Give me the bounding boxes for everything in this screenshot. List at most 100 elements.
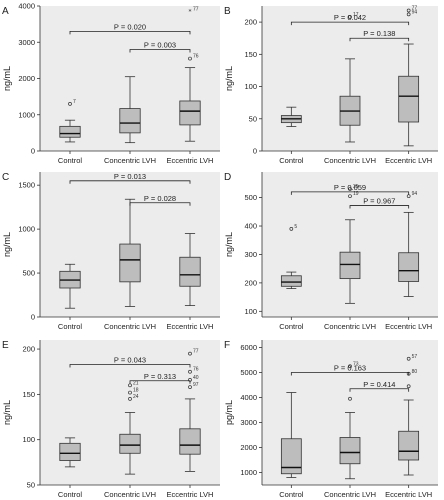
- x-tick-label: Eccentric LVH: [167, 322, 214, 331]
- iqr-box: [179, 100, 201, 126]
- outlier-point: [188, 351, 192, 356]
- panel-c: Cng/mL 0 500 1000 1500 Control Concentric LVH E…: [2, 172, 220, 331]
- p-value-label: P = 0.138: [363, 29, 395, 38]
- x-tick-label: Control: [58, 156, 83, 165]
- y-axis-title: ng/mL: [2, 232, 12, 257]
- outlier-label: 76: [193, 54, 199, 60]
- outlier-label: 57: [412, 354, 418, 360]
- iqr-box: [398, 430, 420, 461]
- outlier-point: [128, 397, 132, 401]
- outlier-label: 97: [193, 382, 199, 388]
- p-value-label: P = 0.013: [114, 172, 146, 181]
- panel-letter: D: [224, 172, 231, 183]
- y-tick-label: 200: [22, 345, 35, 354]
- x-tick-label: Concentric LVH: [324, 156, 376, 165]
- comparison-bracket: [129, 380, 191, 384]
- comparison: P = 0.042: [290, 13, 410, 26]
- y-tick-label: 100: [244, 307, 257, 316]
- outlier-point: [128, 383, 132, 388]
- y-tick-label: 200: [244, 278, 257, 287]
- y-tick-label: 1000: [18, 225, 35, 234]
- iqr-box: [339, 437, 361, 465]
- outlier-label: 18: [133, 388, 139, 394]
- outlier-label: 24: [133, 394, 139, 400]
- comparison-bracket: [290, 191, 410, 195]
- x-tick-label: Concentric LVH: [324, 490, 376, 499]
- comparison-bracket: [69, 30, 191, 35]
- box-2: 73: [339, 361, 361, 480]
- outlier-point: [188, 369, 192, 374]
- comparison: P = 0.020: [69, 22, 191, 35]
- p-value-label: P = 0.003: [144, 41, 176, 50]
- comparison-bracket: [129, 49, 191, 53]
- x-tick-label: Control: [279, 156, 304, 165]
- p-value-label: P = 0.163: [334, 364, 366, 373]
- y-tick-label: 500: [22, 269, 35, 278]
- y-tick-label: 0: [31, 313, 35, 322]
- box-1: [59, 263, 81, 309]
- y-tick-label: 1000: [240, 468, 257, 477]
- y-tick-label: 5000: [240, 368, 257, 377]
- y-tick-label: 0: [253, 147, 257, 156]
- comparison: P = 0.163: [290, 364, 410, 376]
- x-tick-label: Concentric LVH: [324, 322, 376, 331]
- y-tick-label: 4000: [240, 393, 257, 402]
- outlier-label: 5: [294, 224, 297, 230]
- outlier-point: [188, 385, 192, 389]
- panel-e: Eng/mL 50 100 150 200 Control Concentric LVH Ec…: [2, 340, 220, 499]
- outlier-label: 19: [353, 191, 359, 197]
- comparison-bracket: [69, 180, 191, 184]
- panel-d: Dng/mL 100 200 300 400 500 Control Concentric L…: [224, 172, 438, 331]
- y-axis-title: ng/mL: [224, 66, 234, 91]
- comparison: P = 0.013: [69, 172, 191, 184]
- comparison: P = 0.313: [129, 372, 191, 384]
- iqr-box: [398, 252, 420, 282]
- box-3: [179, 233, 201, 306]
- box-3: 76 * 77: [179, 6, 201, 142]
- p-value-label: P = 0.313: [144, 372, 176, 381]
- outlier-point: [406, 384, 411, 389]
- x-tick-label: Concentric LVH: [104, 156, 156, 165]
- iqr-box: [119, 433, 141, 454]
- y-tick-label: 300: [244, 250, 257, 259]
- comparison: P = 0.414: [349, 380, 410, 392]
- outlier-label: 94: [412, 9, 418, 15]
- outlier-point: [406, 12, 411, 17]
- outlier-label: 17: [353, 12, 359, 18]
- x-tick-label: Concentric LVH: [104, 322, 156, 331]
- y-tick-label: 150: [22, 390, 35, 399]
- y-axis-title: ng/mL: [2, 400, 12, 425]
- y-tick-label: 1500: [18, 181, 35, 190]
- comparison: P = 0.138: [349, 29, 410, 42]
- box-1: [280, 392, 302, 478]
- comparison: P = 0.028: [129, 194, 191, 206]
- panel-a: Ang/mL 0 1000 2000 3000 4000 Control Concentric…: [2, 2, 220, 165]
- y-tick-label: 50: [27, 481, 35, 490]
- x-tick-label: Control: [58, 322, 83, 331]
- outlier-label: 77: [412, 6, 418, 12]
- comparison: P = 0.003: [129, 41, 191, 53]
- x-tick-label: Eccentric LVH: [385, 490, 432, 499]
- x-tick-label: Control: [279, 490, 304, 499]
- comparison-bracket: [69, 364, 191, 368]
- comparison-bracket: [349, 205, 410, 209]
- panel-letter: A: [2, 6, 9, 17]
- y-tick-label: 150: [244, 50, 257, 59]
- y-tick-label: 2000: [240, 443, 257, 452]
- outlier-point: [68, 102, 72, 106]
- comparison-bracket: [349, 388, 410, 392]
- y-tick-label: 1000: [18, 110, 35, 119]
- iqr-box: [59, 442, 81, 461]
- panel-letter: C: [2, 172, 9, 183]
- comparison-bracket: [129, 202, 191, 206]
- y-tick-label: 500: [244, 193, 257, 202]
- comparison: P = 0.967: [349, 197, 410, 209]
- p-value-label: P = 0.042: [334, 13, 366, 22]
- outlier-point: [348, 187, 352, 191]
- p-value-label: P = 0.028: [144, 194, 176, 203]
- outlier-point: [188, 56, 192, 61]
- outlier-point: [348, 15, 352, 19]
- y-tick-label: 2000: [18, 74, 35, 83]
